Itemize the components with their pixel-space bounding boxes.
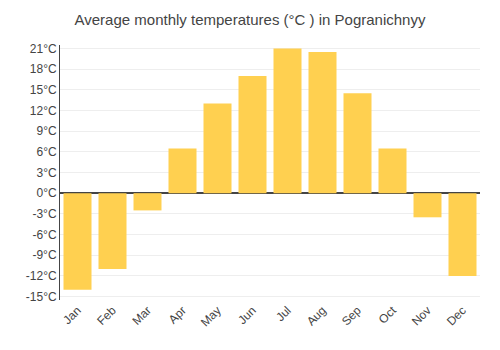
- svg-text:6°C: 6°C: [36, 145, 56, 159]
- svg-text:Jun: Jun: [235, 303, 259, 327]
- svg-text:Dec: Dec: [444, 303, 469, 328]
- svg-text:Average monthly temperatures (: Average monthly temperatures (°C ) in Po…: [75, 11, 426, 28]
- svg-text:-12°C: -12°C: [26, 269, 57, 283]
- svg-text:12°C: 12°C: [30, 104, 57, 118]
- svg-text:-9°C: -9°C: [32, 248, 56, 262]
- svg-text:Jul: Jul: [273, 303, 294, 324]
- svg-text:May: May: [198, 303, 224, 329]
- svg-text:-3°C: -3°C: [32, 207, 56, 221]
- svg-text:Nov: Nov: [409, 303, 434, 328]
- svg-text:21°C: 21°C: [30, 42, 57, 56]
- svg-text:Mar: Mar: [129, 303, 154, 328]
- svg-text:Apr: Apr: [166, 303, 189, 326]
- svg-text:Aug: Aug: [304, 303, 329, 328]
- svg-text:Sep: Sep: [339, 303, 364, 328]
- svg-text:-6°C: -6°C: [32, 228, 56, 242]
- svg-text:-15°C: -15°C: [26, 290, 57, 304]
- svg-text:0°C: 0°C: [36, 186, 56, 200]
- svg-text:Jan: Jan: [60, 303, 84, 327]
- svg-text:15°C: 15°C: [30, 83, 57, 97]
- svg-text:Oct: Oct: [376, 303, 400, 327]
- svg-text:3°C: 3°C: [36, 166, 56, 180]
- svg-text:Feb: Feb: [94, 303, 119, 328]
- svg-text:18°C: 18°C: [30, 62, 57, 76]
- svg-text:9°C: 9°C: [36, 124, 56, 138]
